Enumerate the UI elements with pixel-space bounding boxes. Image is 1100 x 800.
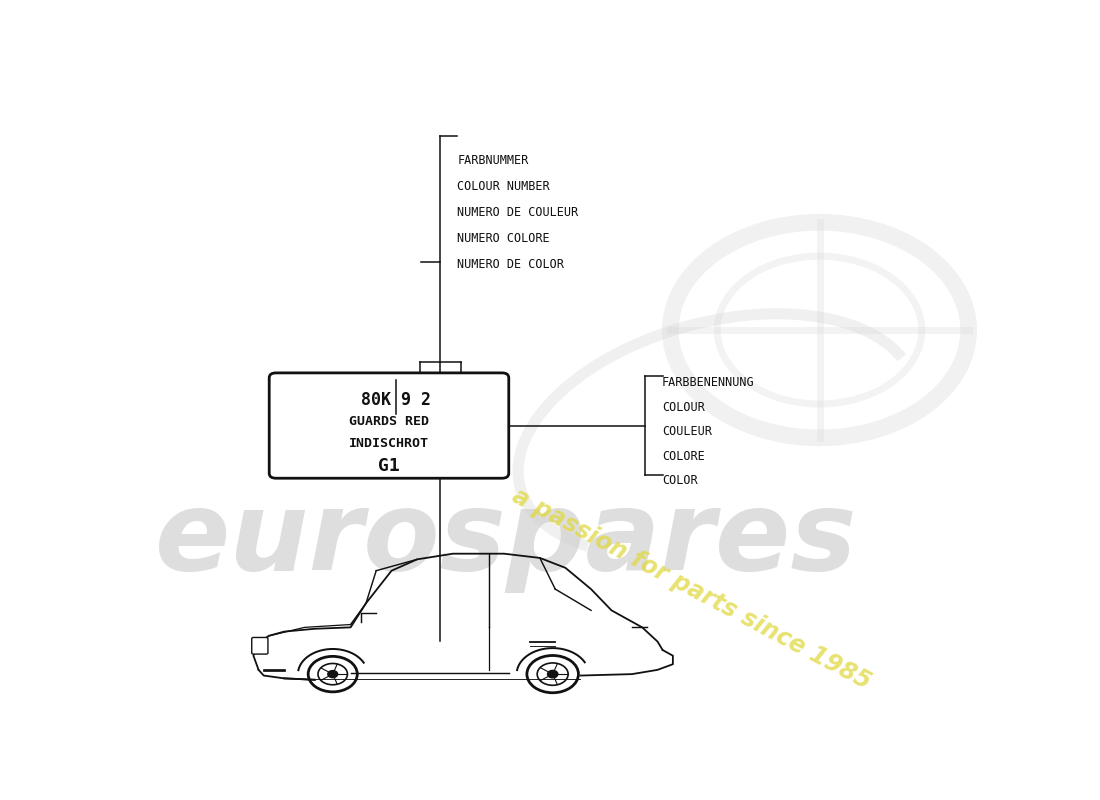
Text: GUARDS RED: GUARDS RED [349,415,429,428]
FancyBboxPatch shape [252,638,268,654]
Text: NUMERO DE COULEUR: NUMERO DE COULEUR [458,206,579,219]
Circle shape [548,670,558,678]
Text: FARBBENENNUNG: FARBBENENNUNG [662,376,755,389]
FancyBboxPatch shape [270,373,509,478]
Text: a passion for parts since 1985: a passion for parts since 1985 [508,484,876,694]
Circle shape [328,670,338,678]
Text: NUMERO DE COLOR: NUMERO DE COLOR [458,258,564,270]
Text: FARBNUMMER: FARBNUMMER [458,154,528,167]
Text: INDISCHROT: INDISCHROT [349,438,429,450]
Text: NUMERO COLORE: NUMERO COLORE [458,232,550,245]
Text: 80K: 80K [361,390,390,409]
Text: COLOR: COLOR [662,474,697,487]
Text: G1: G1 [378,457,400,474]
Text: COLORE: COLORE [662,450,704,463]
Text: COLOUR NUMBER: COLOUR NUMBER [458,180,550,193]
Text: eurospares: eurospares [154,486,857,593]
Text: COULEUR: COULEUR [662,426,712,438]
Text: COLOUR: COLOUR [662,401,704,414]
Text: 9 2: 9 2 [400,390,431,409]
